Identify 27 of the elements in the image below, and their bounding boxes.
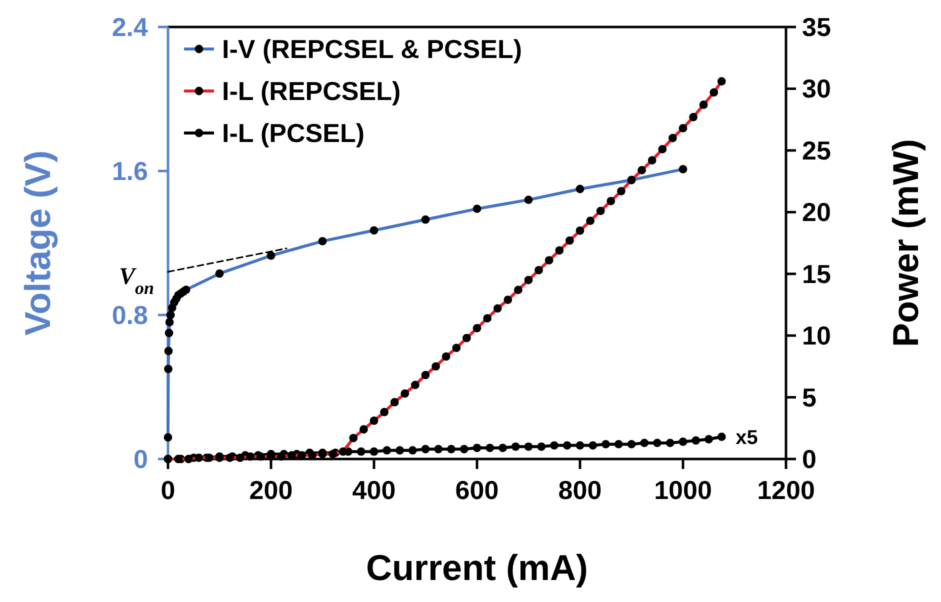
- y-axis-title: Voltage (V): [17, 150, 58, 336]
- annotation: x5: [736, 426, 758, 449]
- annotation: V$_{on}$: [118, 264, 154, 298]
- x-tick-label: 1200: [757, 475, 815, 505]
- x-tick-label: 400: [352, 475, 396, 505]
- legend-label: I-L (REPCSEL): [222, 76, 401, 106]
- legend-label: I-V (REPCSEL & PCSEL): [222, 34, 522, 64]
- y-tick-label: 1.6: [112, 156, 148, 186]
- y2-tick-label: 25: [802, 135, 831, 166]
- y2-tick-label: 20: [802, 197, 831, 228]
- y2-tick-label: 10: [802, 320, 831, 351]
- y2-tick-label: 35: [802, 12, 831, 42]
- y-tick-label: 0.8: [112, 300, 148, 330]
- y-tick-label: 0: [134, 444, 148, 474]
- y2-axis-title: Power (mW): [885, 138, 926, 348]
- legend-label: I-L (PCSEL): [222, 118, 365, 148]
- x-tick-label: 0: [160, 475, 176, 505]
- y2-tick-label: 5: [802, 382, 816, 412]
- x-tick-label: 1000: [654, 475, 712, 505]
- y2-tick-label: 15: [802, 258, 831, 289]
- x-tick-label: 800: [558, 475, 602, 505]
- y-tick-label: 2.4: [112, 12, 149, 42]
- y2-tick-label: 30: [802, 74, 831, 104]
- x-tick-label: 600: [455, 475, 499, 505]
- x-axis-title: Current (mA): [366, 547, 588, 588]
- y2-tick-label: 0: [802, 444, 816, 474]
- x-tick-label: 200: [249, 475, 293, 505]
